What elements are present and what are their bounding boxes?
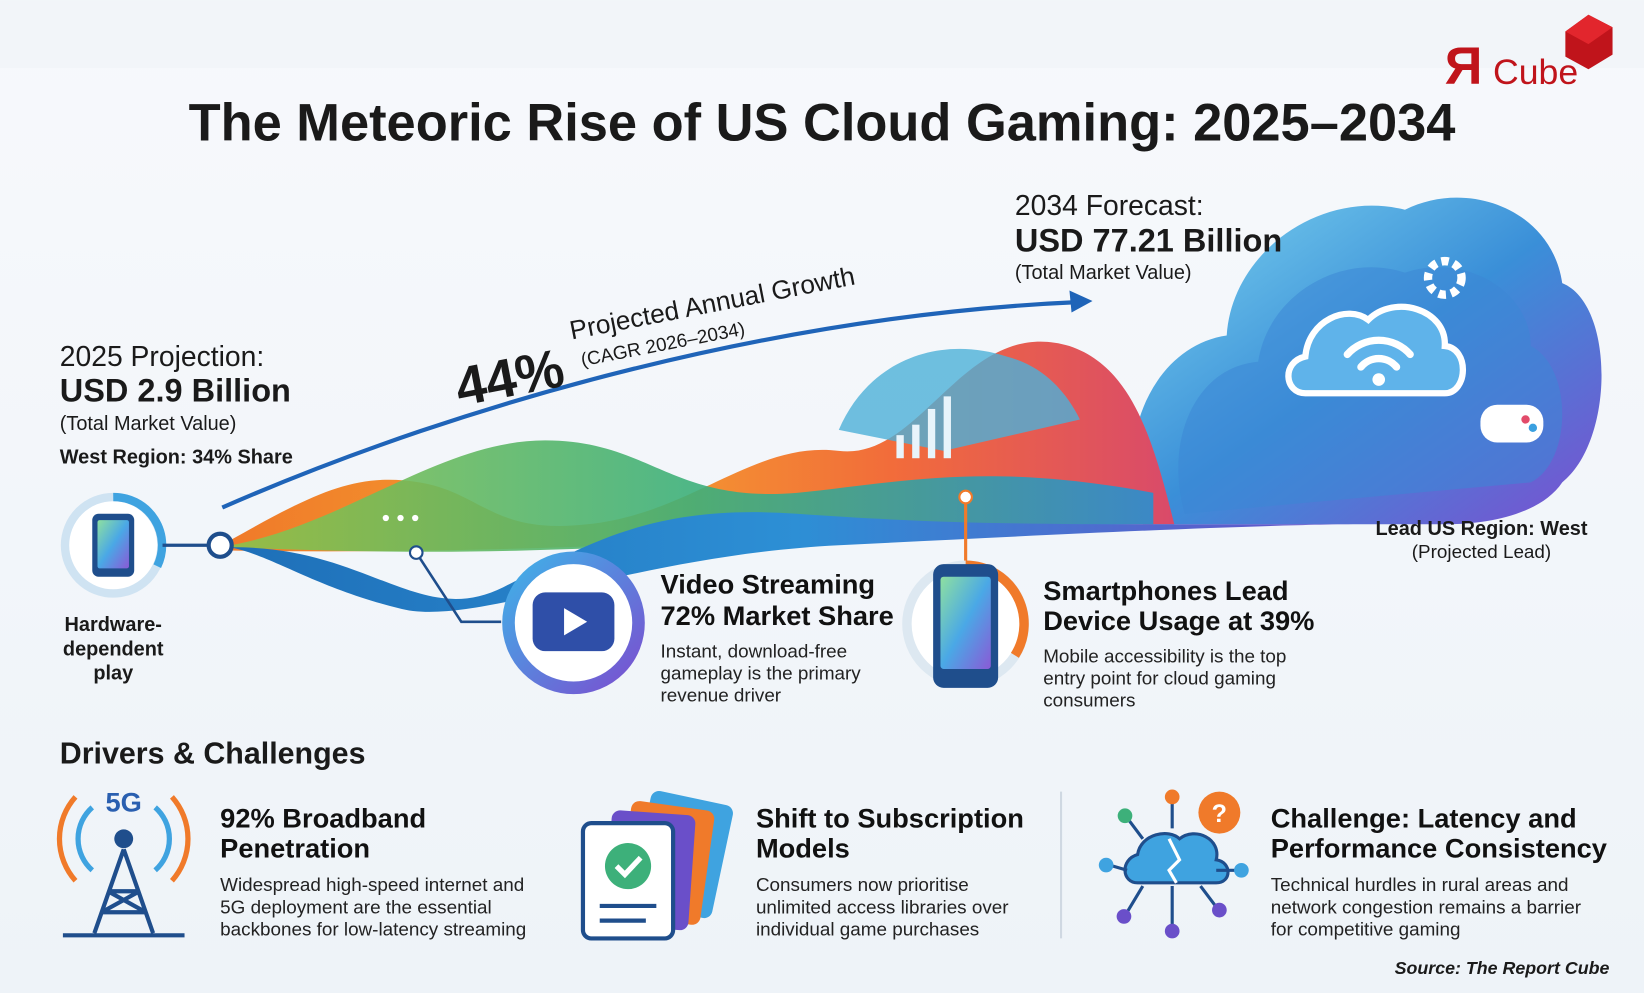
small-cloud [1285,303,1467,397]
driver-desc: network congestion remains a barrier [1271,896,1581,917]
driver-title: Penetration [220,833,370,864]
driver-latency: ? Challenge: Latency and Performance Con… [1098,789,1608,939]
source: Source: The Report Cube [1395,958,1610,978]
driver-title: 92% Broadband [220,802,426,833]
crack [1167,838,1182,884]
lead-region-label: Lead US Region: West [1375,518,1587,540]
gamepad [1480,404,1544,443]
question-bubble [1198,791,1241,834]
video-desc: revenue driver [661,684,782,705]
dot [412,514,419,522]
projection-value: USD 2.9 Billion [60,373,291,409]
tablet-ring [113,492,167,569]
check [614,855,643,879]
drivers-heading: Drivers & Challenges [60,736,366,770]
network-cloud [1123,832,1230,885]
logo-cube-top [1565,14,1613,45]
network-node [1234,862,1249,878]
gear [1423,256,1466,299]
driver-desc: Consumers now prioritise [756,874,969,895]
tower [62,848,185,938]
wifi-arc [1357,354,1401,371]
projection-note: (Total Market Value) [60,413,237,435]
start-node [206,531,234,559]
network-node [1212,902,1227,918]
network-node [1164,789,1180,805]
smartphones-desc: Mobile accessibility is the top [1043,646,1286,667]
driver-title: Performance Consistency [1271,833,1608,864]
phone-screen [940,576,991,669]
logo: Я Cube [1445,14,1613,96]
dot [397,514,404,522]
arrow-head [1069,290,1093,313]
check-circle [604,843,652,890]
video-title: Video Streaming [661,568,876,599]
driver-broadband: 5G 92% Broadband Penetration Widespread … [56,787,526,939]
smartphones-title: Smartphones Lead [1043,575,1288,606]
bar-icon [943,396,951,459]
wifi-arc [1343,336,1414,359]
video-desc: gameplay is the primary [661,662,862,683]
smartphones-title: Device Usage at 39% [1043,605,1314,636]
lead-region-note: (Projected Lead) [1412,541,1551,562]
driver-subscription: Shift to Subscription Models Consumers n… [580,790,1024,941]
hardware-line: play [93,662,133,684]
icon-label: 5G [106,787,142,818]
hardware-line: dependent [63,638,164,660]
video-desc: Instant, download-free [661,640,848,661]
network-node [1116,909,1132,924]
gamepad-button [1528,423,1538,433]
driver-title: Models [756,833,850,864]
network-lines [1108,802,1238,928]
top-band [0,0,1644,69]
tower-top [114,829,134,849]
question-mark: ? [1212,800,1227,828]
bar-icon [896,435,904,459]
play-icon [564,608,588,636]
smartphones-desc: entry point for cloud gaming [1043,668,1276,689]
wifi-dot [1372,373,1386,386]
bar-icon [912,424,920,459]
network-node [1098,857,1114,873]
signal-arcs [75,805,172,873]
signal-arcs [56,795,191,883]
driver-desc: individual game purchases [756,918,979,939]
cloud-illustration [1132,197,1602,525]
forecast-note: (Total Market Value) [1015,262,1192,284]
driver-desc: Widespread high-speed internet and [220,874,524,895]
logo-text: Cube [1493,52,1578,92]
driver-desc: 5G deployment are the essential [220,896,492,917]
logo-mark: Я [1445,38,1483,96]
driver-desc: backbones for low-latency streaming [220,918,526,939]
video-title: 72% Market Share [661,600,894,631]
hardware-line: Hardware- [65,614,162,636]
network-node [1164,923,1180,939]
bar-icon [927,408,936,459]
connector [415,551,502,624]
driver-desc: for competitive gaming [1271,918,1461,939]
driver-title: Shift to Subscription [756,802,1024,833]
forecast-label: 2034 Forecast: [1015,189,1204,221]
driver-title: Challenge: Latency and [1271,802,1577,833]
node [958,489,973,505]
forecast-value: USD 77.21 Billion [1015,223,1282,259]
network-node [1117,808,1133,824]
smartphones-desc: consumers [1043,690,1135,711]
tablet-screen [97,520,129,569]
dot [382,514,389,522]
growth-arrow [221,299,1081,510]
title: The Meteoric Rise of US Cloud Gaming: 20… [189,95,1456,153]
projection-label: 2025 Projection: [60,340,265,372]
gamepad-button [1521,415,1530,424]
node [408,545,424,560]
driver-desc: unlimited access libraries over [756,896,1009,917]
driver-desc: Technical hurdles in rural areas and [1271,874,1569,895]
projection-region: West Region: 34% Share [60,446,293,468]
teal-wave [838,348,1080,451]
